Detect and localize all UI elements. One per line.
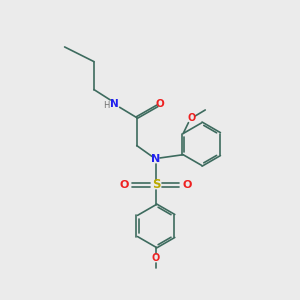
Text: N: N bbox=[151, 154, 160, 164]
Text: O: O bbox=[182, 180, 192, 190]
Text: O: O bbox=[188, 113, 196, 123]
Text: O: O bbox=[152, 254, 160, 263]
Text: H: H bbox=[103, 101, 110, 110]
Text: O: O bbox=[120, 180, 129, 190]
Text: O: O bbox=[155, 99, 164, 110]
Text: N: N bbox=[110, 99, 119, 110]
Text: S: S bbox=[152, 178, 160, 191]
